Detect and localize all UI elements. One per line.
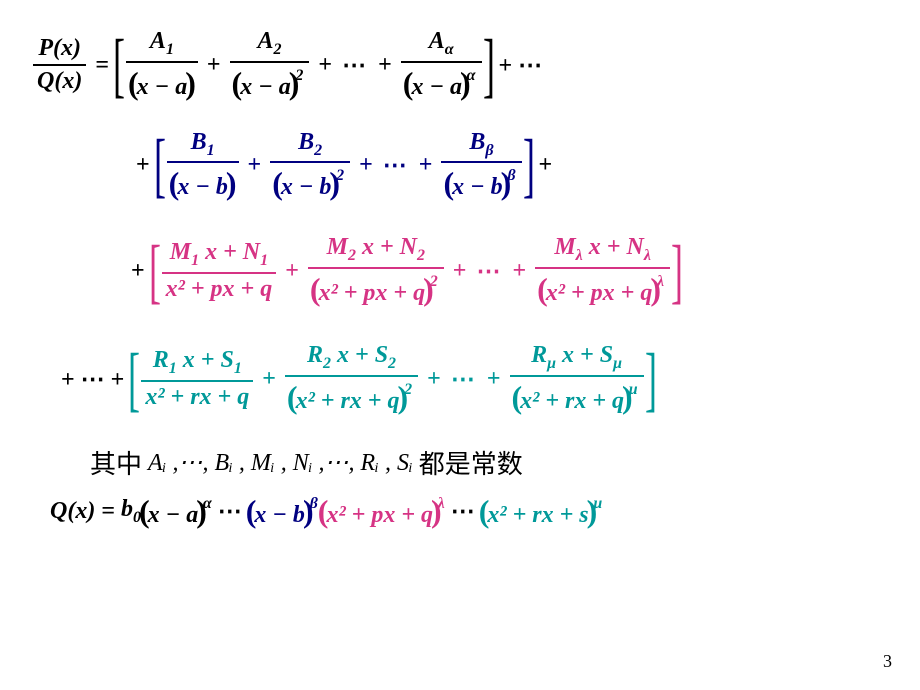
trail-dots: + ⋯ [498, 51, 542, 80]
cn-are-constants: 都是常数 [419, 444, 523, 481]
factor-3: (x² + px + q)λ [320, 493, 447, 530]
term-mlambda: Mλ x + Nλ (x² + px + q)λ [535, 234, 670, 308]
q-lhs: Q(x) [50, 498, 95, 525]
term-alpha: Aα (x − a)α [401, 28, 482, 102]
term-2: A2 (x − a)2 [230, 28, 310, 102]
equation-line-4: + ⋯ + [ R1 x + S1 x² + rx + q + R2 x + S… [55, 329, 890, 429]
constant-list: Aᵢ ,⋯, Bᵢ , Mᵢ , Nᵢ ,⋯, Rᵢ , Sᵢ [148, 448, 413, 477]
factor-1: (x − a)α [141, 493, 214, 530]
dots: ⋯ [342, 51, 368, 80]
page-number: 3 [883, 651, 892, 672]
term-m1: M1 x + N1 x² + px + q [162, 239, 277, 303]
term-b1: B1 (x − b) [167, 129, 239, 203]
term-bbeta: Bβ (x − b)β [441, 129, 521, 203]
equation-line-3: + [ M1 x + N1 x² + px + q + M2 x + N2 (x… [125, 221, 890, 321]
term-b2: B2 (x − b)2 [270, 129, 350, 203]
factor-2: (x − b)β [248, 493, 320, 530]
bracket-left: [ [113, 24, 125, 107]
equation-line-1: P(x) Q(x) = [ A1 (x − a) + A2 (x − a)2 +… [30, 20, 890, 110]
lhs-fraction: P(x) Q(x) [33, 35, 86, 95]
lhs-num: P(x) [34, 35, 85, 64]
factor-4: (x² + rx + s)μ [481, 493, 604, 530]
term-m2: M2 x + N2 (x² + px + q)2 [308, 234, 444, 308]
cn-where: 其中 [90, 444, 142, 481]
lhs-den: Q(x) [33, 64, 86, 95]
equation-line-q: Q(x) = b0 (x − a)α ⋯ (x − b)β (x² + px +… [50, 493, 890, 530]
equation-line-2: + [ B1 (x − b) + B2 (x − b)2 + ⋯ + Bβ (x… [130, 118, 890, 213]
term-rmu: Rμ x + Sμ (x² + rx + q)μ [510, 342, 644, 416]
text-line-constants: 其中 Aᵢ ,⋯, Bᵢ , Mᵢ , Nᵢ ,⋯, Rᵢ , Sᵢ 都是常数 [90, 444, 890, 481]
term-1: A1 (x − a) [126, 28, 198, 102]
term-r2: R2 x + S2 (x² + rx + q)2 [285, 342, 418, 416]
bracket-right: ] [482, 24, 494, 107]
term-r1: R1 x + S1 x² + rx + q [141, 347, 253, 411]
equals: = [95, 52, 109, 79]
